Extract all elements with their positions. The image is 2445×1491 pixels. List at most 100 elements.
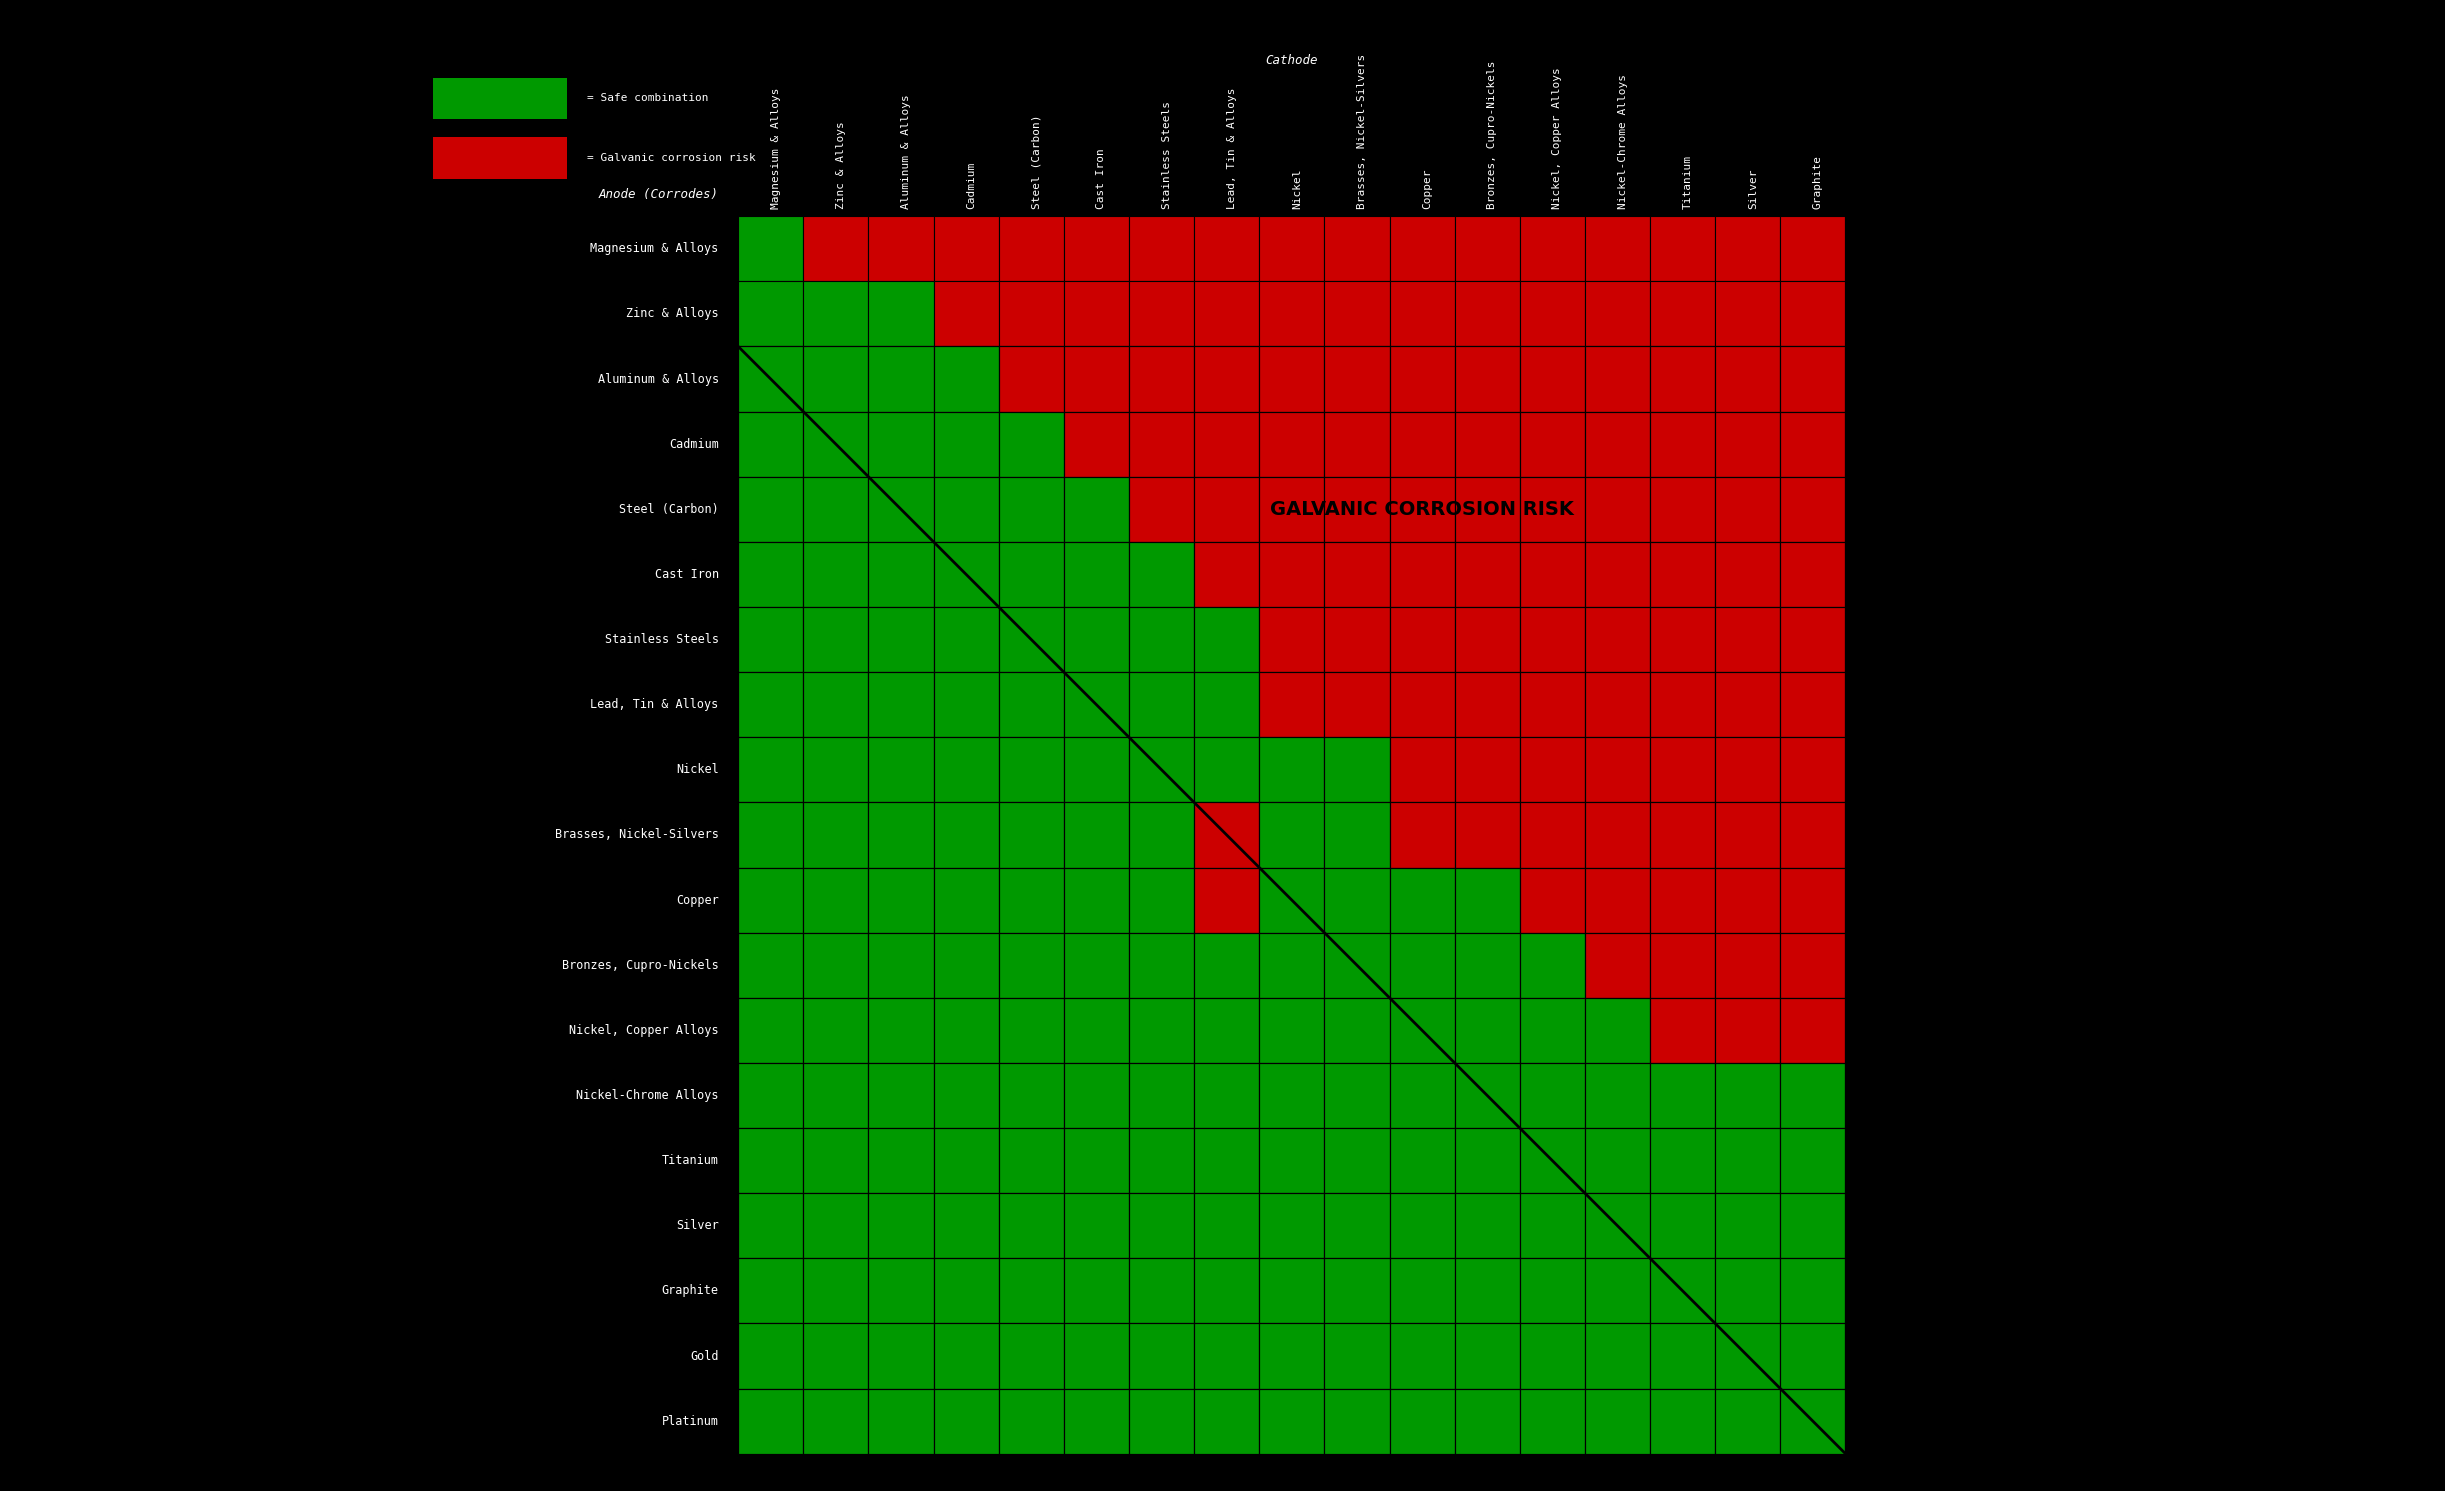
- Bar: [1910, 1063, 1976, 1129]
- Bar: [1846, 607, 1910, 672]
- Bar: [1064, 1258, 1130, 1324]
- Text: Steel (Carbon): Steel (Carbon): [1032, 115, 1042, 209]
- Bar: [1910, 802, 1976, 868]
- Bar: [998, 282, 1064, 346]
- Bar: [1259, 997, 1325, 1063]
- Bar: [1846, 1193, 1910, 1258]
- Bar: [1716, 1193, 1780, 1258]
- Bar: [738, 412, 804, 477]
- Bar: [1064, 868, 1130, 933]
- Bar: [934, 607, 998, 672]
- Bar: [1389, 282, 1455, 346]
- Bar: [1064, 282, 1130, 346]
- Bar: [1455, 1324, 1521, 1388]
- Bar: [1193, 1063, 1259, 1129]
- Bar: [804, 868, 868, 933]
- Text: Anode (Corrodes): Anode (Corrodes): [599, 188, 719, 201]
- Bar: [1130, 933, 1193, 997]
- Bar: [1193, 477, 1259, 541]
- Bar: [1064, 802, 1130, 868]
- Bar: [1064, 607, 1130, 672]
- Bar: [1716, 737, 1780, 802]
- Bar: [1584, 1129, 1650, 1193]
- Bar: [868, 997, 934, 1063]
- Bar: [804, 1324, 868, 1388]
- Bar: [934, 737, 998, 802]
- Bar: [934, 1063, 998, 1129]
- Bar: [1389, 412, 1455, 477]
- Bar: [1910, 1258, 1976, 1324]
- Bar: [1584, 737, 1650, 802]
- Bar: [1521, 412, 1584, 477]
- Bar: [1521, 607, 1584, 672]
- Bar: [1650, 541, 1716, 607]
- Bar: [934, 1388, 998, 1454]
- Bar: [1716, 933, 1780, 997]
- Bar: [1846, 997, 1910, 1063]
- Bar: [804, 737, 868, 802]
- Bar: [1650, 933, 1716, 997]
- Bar: [1193, 1388, 1259, 1454]
- Text: Titanium: Titanium: [663, 1154, 719, 1167]
- Bar: [868, 868, 934, 933]
- Bar: [934, 1193, 998, 1258]
- Bar: [1325, 477, 1389, 541]
- Bar: [1325, 868, 1389, 933]
- Bar: [1193, 346, 1259, 412]
- Bar: [1193, 868, 1259, 933]
- Bar: [1521, 997, 1584, 1063]
- Bar: [1846, 737, 1910, 802]
- Bar: [1846, 477, 1910, 541]
- Bar: [1650, 1129, 1716, 1193]
- Bar: [1584, 541, 1650, 607]
- Bar: [1389, 1193, 1455, 1258]
- Bar: [804, 541, 868, 607]
- Bar: [868, 282, 934, 346]
- Bar: [1780, 1129, 1846, 1193]
- Bar: [1455, 607, 1521, 672]
- Bar: [738, 1324, 804, 1388]
- Bar: [1584, 868, 1650, 933]
- Bar: [868, 1324, 934, 1388]
- Bar: [1325, 1063, 1389, 1129]
- Text: Cadmium: Cadmium: [966, 161, 976, 209]
- Bar: [804, 1063, 868, 1129]
- Bar: [1521, 1193, 1584, 1258]
- Text: Copper: Copper: [1423, 168, 1433, 209]
- Bar: [868, 802, 934, 868]
- Bar: [738, 216, 804, 282]
- Bar: [1780, 868, 1846, 933]
- Bar: [868, 1129, 934, 1193]
- Bar: [1521, 541, 1584, 607]
- Bar: [1521, 1258, 1584, 1324]
- Bar: [1130, 346, 1193, 412]
- Bar: [1716, 412, 1780, 477]
- Bar: [1455, 541, 1521, 607]
- Bar: [998, 802, 1064, 868]
- Bar: [1259, 1324, 1325, 1388]
- Bar: [1780, 672, 1846, 737]
- Bar: [1064, 1193, 1130, 1258]
- Bar: [804, 1258, 868, 1324]
- Bar: [868, 541, 934, 607]
- Bar: [1325, 1324, 1389, 1388]
- Bar: [804, 1129, 868, 1193]
- Bar: [1130, 868, 1193, 933]
- Bar: [1846, 1258, 1910, 1324]
- Bar: [1910, 737, 1976, 802]
- Text: Aluminum & Alloys: Aluminum & Alloys: [597, 373, 719, 386]
- Bar: [1584, 477, 1650, 541]
- Bar: [1389, 1258, 1455, 1324]
- Bar: [1650, 1388, 1716, 1454]
- Text: Lead, Tin & Alloys: Lead, Tin & Alloys: [589, 698, 719, 711]
- Bar: [1910, 672, 1976, 737]
- Bar: [1780, 477, 1846, 541]
- Bar: [934, 1129, 998, 1193]
- Bar: [1584, 1324, 1650, 1388]
- Bar: [1716, 868, 1780, 933]
- Bar: [1521, 1129, 1584, 1193]
- Bar: [1259, 802, 1325, 868]
- Bar: [1389, 607, 1455, 672]
- Bar: [1716, 997, 1780, 1063]
- Bar: [1455, 216, 1521, 282]
